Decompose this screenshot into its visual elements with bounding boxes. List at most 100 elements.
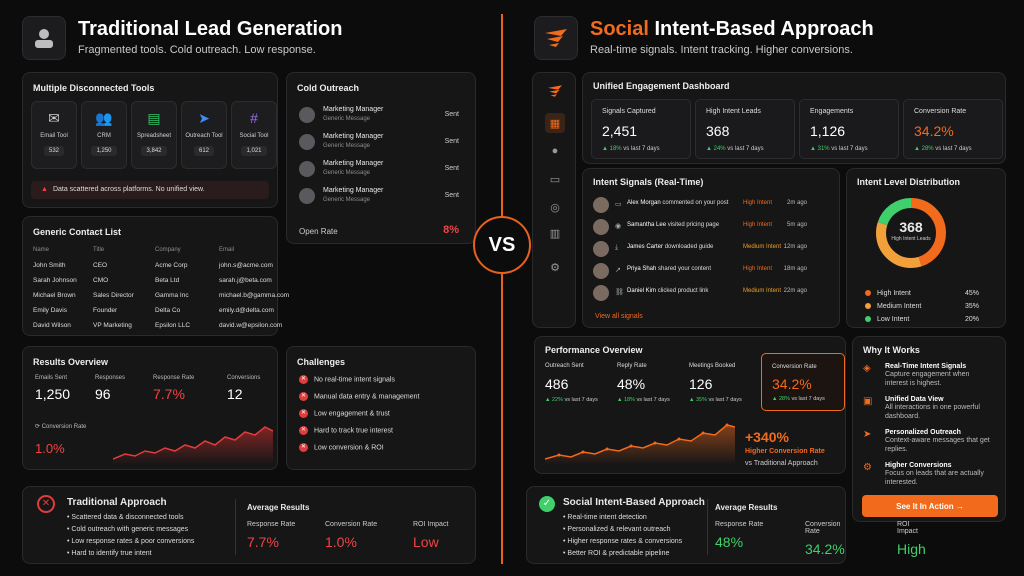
gear-icon: ⚙ <box>863 462 872 473</box>
intent-distribution-panel: Intent Level Distribution 368 High Inten… <box>846 168 1006 328</box>
intent-level: High Intent <box>743 200 773 206</box>
stat-value: 7.7% <box>153 386 185 402</box>
list-item[interactable]: Marketing Manager Generic Message Sent <box>295 103 467 127</box>
kpi-card[interactable]: Conversion Rate 34.2% ▲ 28% vs last 7 da… <box>903 99 1003 159</box>
signal-row[interactable]: ⤓ James Carter downloaded guide Medium I… <box>593 239 819 259</box>
dashboard-icon[interactable]: ▦ <box>545 113 565 133</box>
table-cell: CMO <box>93 277 109 284</box>
perf-big-sub: vs Traditional Approach <box>745 460 818 467</box>
table-cell: Sales Director <box>93 292 134 299</box>
donut-slice <box>876 198 946 268</box>
perf-stat[interactable]: Reply Rate 48% ▲ 18% vs last 7 days <box>615 361 685 411</box>
bullet-item: • Cold outreach with generic messages <box>67 526 189 533</box>
avg-label: ROI Impact <box>413 521 449 528</box>
chat-icon[interactable]: ▭ <box>549 173 561 186</box>
avg-label: ROI Impact <box>897 521 919 535</box>
kpi-card[interactable]: High Intent Leads 368 ▲ 24% vs last 7 da… <box>695 99 795 159</box>
bar-chart-icon[interactable]: ▥ <box>549 227 561 240</box>
settings-gear-icon[interactable]: ⚙ <box>550 261 560 274</box>
list-item[interactable]: Marketing Manager Generic Message Sent <box>295 130 467 154</box>
target-icon[interactable]: ◎ <box>550 201 560 214</box>
list-item[interactable]: Marketing Manager Generic Message Sent <box>295 157 467 181</box>
challenge-item: ✕ Hard to track true interest <box>299 426 393 435</box>
signal-row[interactable]: ◉ Samantha Lee visited pricing page High… <box>593 217 819 237</box>
signal-row[interactable]: ▭ Alex Morgan commented on your post Hig… <box>593 195 819 215</box>
signal-time: 22m ago <box>783 288 807 294</box>
distribution-legend-item: Low Intent 20% <box>865 316 997 323</box>
panel-title: Performance Overview <box>545 345 643 355</box>
kpi-label: Engagements <box>810 108 854 115</box>
intent-signals-panel: Intent Signals (Real-Time) ▭ Alex Morgan… <box>582 168 840 328</box>
signal-text: James Carter downloaded guide <box>627 244 714 250</box>
table-cell: Acme Corp <box>155 262 188 269</box>
signal-row[interactable]: ↗ Priya Shah shared your content High In… <box>593 261 819 281</box>
tool-card[interactable]: 👥 CRM 1,250 <box>81 101 127 169</box>
why-item: ⚙ Higher Conversions Focus on leads that … <box>863 462 984 486</box>
x-circle-icon: ✕ <box>37 495 55 513</box>
table-cell: Founder <box>93 307 118 314</box>
app-sidebar: ▦ ● ▭ ◎ ▥ ⚙ <box>532 72 576 328</box>
tool-card[interactable]: ✉ Email Tool 532 <box>31 101 77 169</box>
donut-center-label: High Intent Leads <box>891 236 931 242</box>
stat-label: Responses <box>95 375 126 381</box>
table-cell: Sarah Johnson <box>33 277 77 284</box>
tool-name: CRM <box>97 133 111 139</box>
challenge-item: ✕ Low conversion & ROI <box>299 443 384 452</box>
bullet-item: • Hard to identify true intent <box>67 550 152 557</box>
message-type: Generic Message <box>323 143 371 149</box>
signal-text: Samantha Lee visited pricing page <box>627 222 720 228</box>
avatar <box>593 241 609 257</box>
signal-row[interactable]: ⛓ Daniel Kim clicked product link Medium… <box>593 283 819 303</box>
open-rate-value: 8% <box>443 224 459 236</box>
see-it-in-action-button[interactable]: See It In Action → <box>862 495 998 517</box>
kpi-value: 34.2% <box>914 123 954 139</box>
panel-title: Why It Works <box>863 345 920 355</box>
intent-level: High Intent <box>743 266 773 272</box>
signal-text: Priya Shah shared your content <box>627 266 712 272</box>
tool-count: 1,021 <box>241 146 267 156</box>
why-it-works-panel: Why It Works ◈ Real-Time Intent Signals C… <box>852 336 1006 522</box>
perf-stat[interactable]: Conversion Rate 34.2% ▲ 28% vs last 7 da… <box>761 353 845 411</box>
contact-role: Marketing Manager <box>323 160 384 167</box>
challenges-panel: Challenges ✕ No real-time intent signals … <box>286 346 476 470</box>
column-header: Name <box>33 247 50 253</box>
perf-stat[interactable]: Meetings Booked 126 ▲ 35% vs last 7 days <box>687 361 757 411</box>
tool-card[interactable]: # Social Tool 1,021 <box>231 101 277 169</box>
table-cell: john.s@acme.com <box>219 262 273 269</box>
perf-big-value: +340% <box>745 429 789 445</box>
conversion-rate-value: 1.0% <box>35 441 65 456</box>
user-icon[interactable]: ● <box>551 145 559 157</box>
avatar <box>593 197 609 213</box>
intent-level: Medium Intent <box>743 288 782 294</box>
table-cell: emily.d@delta.com <box>219 307 274 314</box>
panel-title: Challenges <box>297 357 346 367</box>
perf-stat[interactable]: Outreach Sent 486 ▲ 22% vs last 7 days <box>543 361 613 411</box>
conversion-trend-chart <box>113 426 273 465</box>
message-type: Generic Message <box>323 170 371 176</box>
bullet-item: • Scattered data & disconnected tools <box>67 514 184 521</box>
sidebar-logo-icon[interactable] <box>545 81 565 101</box>
tool-name: Outreach Tool <box>185 133 223 139</box>
tool-name: Spreadsheet <box>136 133 172 139</box>
panel-title: Unified Engagement Dashboard <box>593 81 730 91</box>
perf-delta: ▲ 35% vs last 7 days <box>689 397 742 403</box>
avatar-icon <box>299 134 315 150</box>
tool-card[interactable]: ▤ Spreadsheet 3,842 <box>131 101 177 169</box>
avatar-icon <box>299 188 315 204</box>
x-icon: ✕ <box>299 409 308 418</box>
tool-card[interactable]: ➤ Outreach Tool 612 <box>181 101 227 169</box>
list-item[interactable]: Marketing Manager Generic Message Sent <box>295 184 467 208</box>
avg-result: ROI Impact High <box>897 521 926 557</box>
cold-outreach-panel: Cold Outreach Marketing Manager Generic … <box>286 72 476 244</box>
view-all-signals-link[interactable]: View all signals <box>595 313 643 320</box>
perf-big-label: Higher Conversion Rate <box>745 448 825 455</box>
table-cell: michael.b@gamma.com <box>219 292 290 299</box>
tool-count: 1,250 <box>91 146 117 156</box>
kpi-card[interactable]: Signals Captured 2,451 ▲ 18% vs last 7 d… <box>591 99 691 159</box>
table-cell: Epsilon LLC <box>155 322 191 329</box>
perf-value: 126 <box>689 376 713 392</box>
kpi-card[interactable]: Engagements 1,126 ▲ 31% vs last 7 days <box>799 99 899 159</box>
perf-label: Meetings Booked <box>689 363 736 369</box>
challenge-item: ✕ Manual data entry & management <box>299 392 420 401</box>
result-stat: Emails Sent 1,250 <box>35 375 70 402</box>
